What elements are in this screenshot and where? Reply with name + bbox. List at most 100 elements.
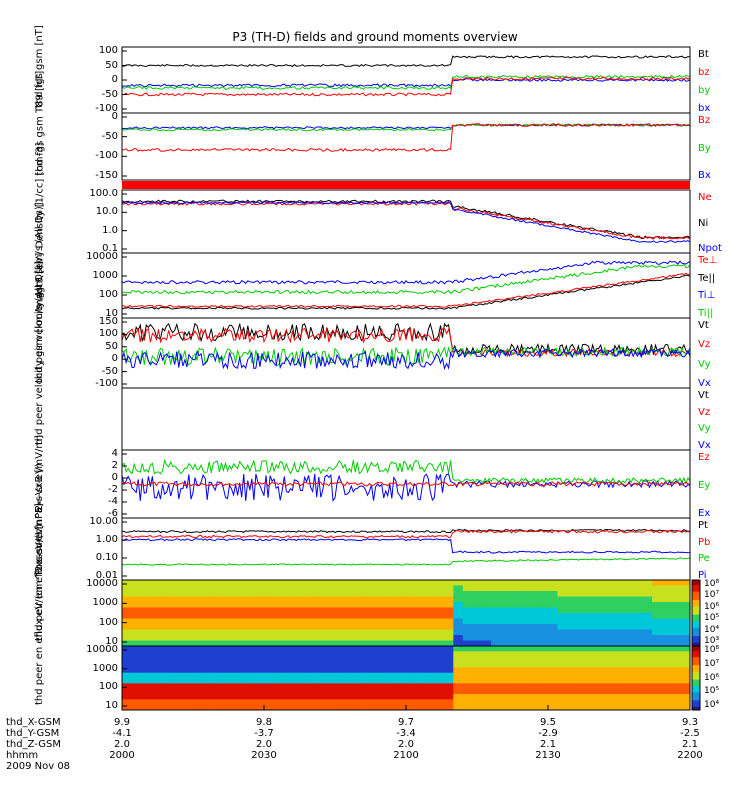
spectrogram-cell xyxy=(311,656,322,663)
spectrogram-cell xyxy=(453,596,464,603)
spectrogram-cell xyxy=(548,656,558,663)
spectrogram-cell xyxy=(159,635,170,641)
spectrogram-cell xyxy=(604,613,615,619)
spectrogram-cell xyxy=(292,591,303,597)
footer-value: 9.9 xyxy=(114,717,130,728)
spectrogram-cell xyxy=(330,580,341,586)
spectrogram-cell xyxy=(576,635,587,641)
spectrogram-cell xyxy=(282,640,293,647)
spectrogram-cell xyxy=(131,624,142,630)
colorbar-cell xyxy=(692,622,700,626)
spectrogram-cell xyxy=(491,704,502,711)
spectrogram-cell xyxy=(585,694,596,700)
spectrogram-cell xyxy=(235,699,246,706)
footer-value: -3.4 xyxy=(396,728,416,739)
spectrogram-cell xyxy=(443,624,454,630)
spectrogram-cell xyxy=(292,580,303,586)
spectrogram-cell xyxy=(604,678,615,684)
spectrogram-cell xyxy=(301,651,312,658)
spectrogram-cell xyxy=(254,585,265,592)
spectrogram-cell xyxy=(254,699,265,706)
spectrogram-cell xyxy=(131,640,142,647)
spectrogram-cell xyxy=(207,596,218,603)
spectrogram-cell xyxy=(169,591,180,597)
spectrogram-cell xyxy=(339,596,350,603)
spectrogram-cell xyxy=(595,607,606,614)
legend-entry: Pt xyxy=(698,520,708,531)
spectrogram-cell xyxy=(623,635,634,641)
spectrogram-cell xyxy=(604,662,615,668)
spectrogram-cell xyxy=(424,683,435,690)
legend-entry: Vz xyxy=(698,406,711,418)
spectrogram-cell xyxy=(150,704,161,711)
spectrogram-cell xyxy=(197,683,208,690)
spectrogram-cell xyxy=(245,640,256,647)
spectrogram-cell xyxy=(330,596,341,603)
spectrogram-cell xyxy=(510,580,521,586)
spectrogram-cell xyxy=(226,580,237,586)
spectrogram-cell xyxy=(557,667,568,674)
spectrogram-cell xyxy=(368,667,379,674)
spectrogram-cell xyxy=(207,704,218,711)
spectrogram-cell xyxy=(680,640,691,647)
spectrogram-cell xyxy=(510,651,521,658)
spectrogram-cell xyxy=(320,646,331,652)
spectrogram-cell xyxy=(358,651,369,658)
spectrogram-cell xyxy=(443,656,454,663)
spectrogram-cell xyxy=(301,704,312,711)
spectrogram-cell xyxy=(652,699,663,706)
spectrogram-cell xyxy=(358,646,369,652)
spectrogram-cell xyxy=(396,667,407,674)
spectrogram-cell xyxy=(131,602,142,608)
spectrogram-cell xyxy=(282,585,293,592)
spectrogram-cell xyxy=(500,640,511,647)
ez-line xyxy=(121,481,691,487)
spectrogram-cell xyxy=(122,678,132,684)
spectrogram-cell xyxy=(481,646,492,652)
spectrogram-cell xyxy=(292,656,303,663)
spectrogram-cell xyxy=(311,683,322,690)
spectrogram-cell xyxy=(301,602,312,608)
spectrogram-cell xyxy=(614,694,625,700)
spectrogram-cell xyxy=(443,694,454,700)
spectrogram-cell xyxy=(652,596,663,603)
spectrogram-cell xyxy=(406,646,416,652)
spectrogram-cell xyxy=(178,580,189,586)
spectrogram-cell xyxy=(178,672,189,679)
legend-entry: Ex xyxy=(698,508,711,519)
colorbar-cell xyxy=(692,584,700,588)
spectrogram-cell xyxy=(472,596,483,603)
spectrogram-cell xyxy=(311,699,322,706)
spectrogram-cell xyxy=(623,667,634,674)
spectrogram-cell xyxy=(311,688,322,695)
spectrogram-cell xyxy=(292,651,303,658)
spectrogram-cell xyxy=(453,629,464,636)
spectrogram-cell xyxy=(368,699,379,706)
spectrogram-cell xyxy=(358,667,369,674)
spectrogram-cell xyxy=(282,651,293,658)
spectrogram-cell xyxy=(623,672,634,679)
spectrogram-cell xyxy=(462,651,473,658)
spectrogram-cell xyxy=(500,607,511,614)
spectrogram-cell xyxy=(481,580,492,586)
y-tick-label: -50 xyxy=(101,88,118,100)
spectrogram-cell xyxy=(396,602,407,608)
spectrogram-cell xyxy=(140,607,151,614)
spectrogram-cell xyxy=(462,613,473,619)
spectrogram-cell xyxy=(557,651,568,658)
spectrogram-cell xyxy=(680,585,691,592)
spectrogram-cell xyxy=(642,585,653,592)
spectrogram-cell xyxy=(671,591,682,597)
spectrogram-cell xyxy=(226,656,237,663)
spectrogram-cell xyxy=(178,667,189,674)
spectrogram-cell xyxy=(368,651,379,658)
spectrogram-cell xyxy=(311,694,322,700)
spectrogram-cell xyxy=(330,646,341,652)
y-tick-label: -100 xyxy=(95,378,118,389)
spectrogram-cell xyxy=(424,629,435,636)
legend-entry: Ti|| xyxy=(698,308,714,319)
spectrogram-cell xyxy=(585,618,596,625)
footer-value: 2000 xyxy=(109,750,135,761)
spectrogram-cell xyxy=(216,683,227,690)
spectrogram-cell xyxy=(216,585,227,592)
